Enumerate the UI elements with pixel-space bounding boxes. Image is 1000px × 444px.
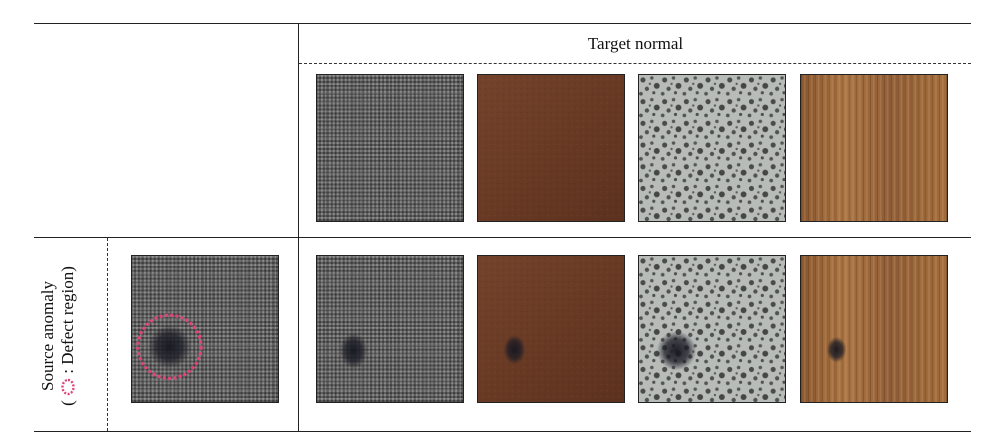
result-wood-image [800, 255, 948, 403]
result-tile-image [638, 255, 786, 403]
source-anomaly-label: Source anomaly ( : Defect region) [38, 246, 78, 426]
table-middle-rule [34, 237, 971, 238]
defect-region-circle [136, 313, 203, 380]
result-leather-image [477, 255, 625, 403]
table-top-rule [34, 23, 971, 24]
column-divider [298, 23, 299, 431]
label-dashed-divider [107, 238, 108, 431]
target-tile-image [638, 74, 786, 222]
target-wood-image [800, 74, 948, 222]
source-anomaly-image [131, 255, 279, 403]
defect-region-circle-icon [61, 378, 75, 396]
result-fabric-image [316, 255, 464, 403]
defect-region-legend: ( : Defect region) [58, 266, 77, 406]
target-leather-image [477, 74, 625, 222]
target-normal-header: Target normal [587, 34, 684, 53]
source-anomaly-title: Source anomaly [38, 281, 57, 391]
target-fabric-image [316, 74, 464, 222]
header-dashed-rule [299, 63, 971, 64]
table-bottom-rule [34, 431, 971, 432]
